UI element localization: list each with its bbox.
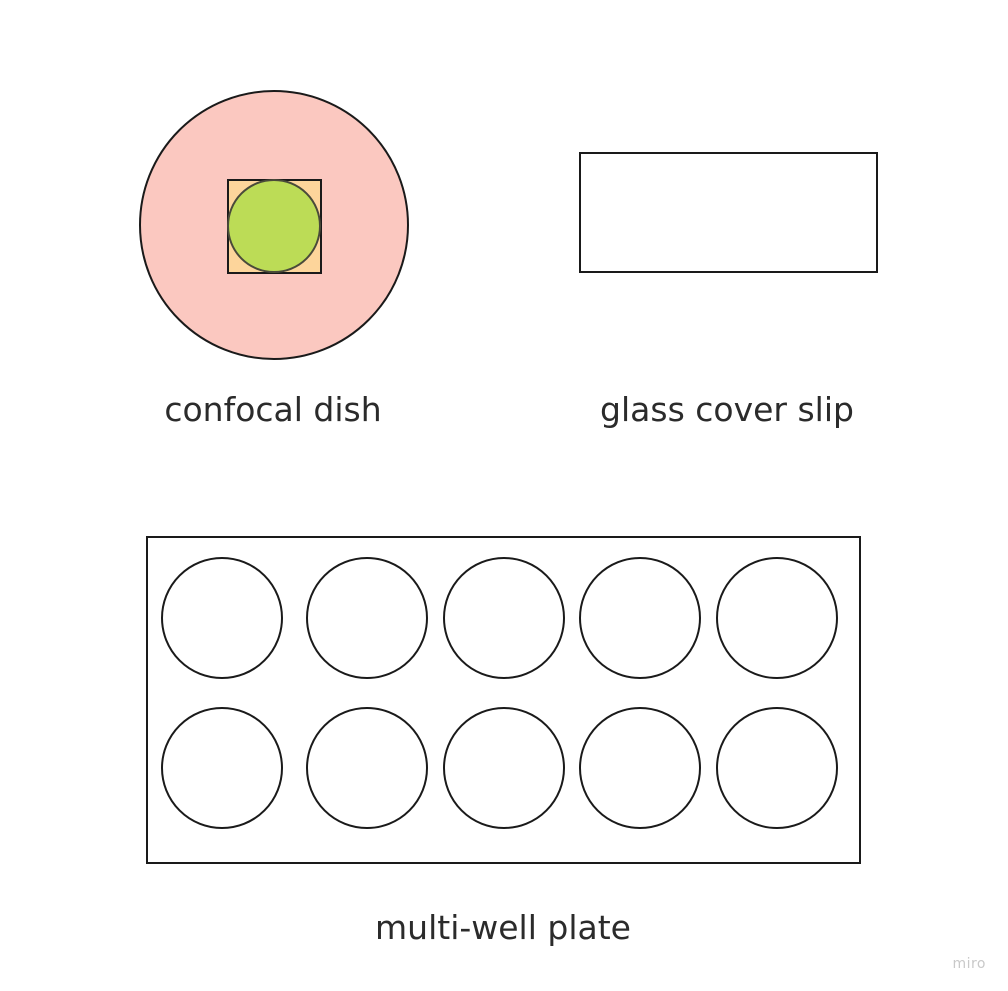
plate-well [443, 707, 565, 829]
glass-cover-slip-label: glass cover slip [600, 390, 854, 429]
plate-well [306, 557, 428, 679]
confocal-dish-label: confocal dish [164, 390, 382, 429]
plate-well [579, 707, 701, 829]
plate-well [306, 707, 428, 829]
glass-cover-slip-rect [579, 152, 878, 273]
miro-watermark: miro [952, 956, 986, 972]
plate-outline [146, 536, 861, 864]
confocal-dish [139, 90, 409, 360]
multi-well-plate-label: multi-well plate [375, 908, 631, 947]
plate-well [579, 557, 701, 679]
plate-well [443, 557, 565, 679]
plate-well [716, 557, 838, 679]
plate-well [161, 557, 283, 679]
plate-well [716, 707, 838, 829]
multi-well-plate [146, 536, 861, 864]
plate-well [161, 707, 283, 829]
dish-inner-circle [227, 179, 321, 273]
